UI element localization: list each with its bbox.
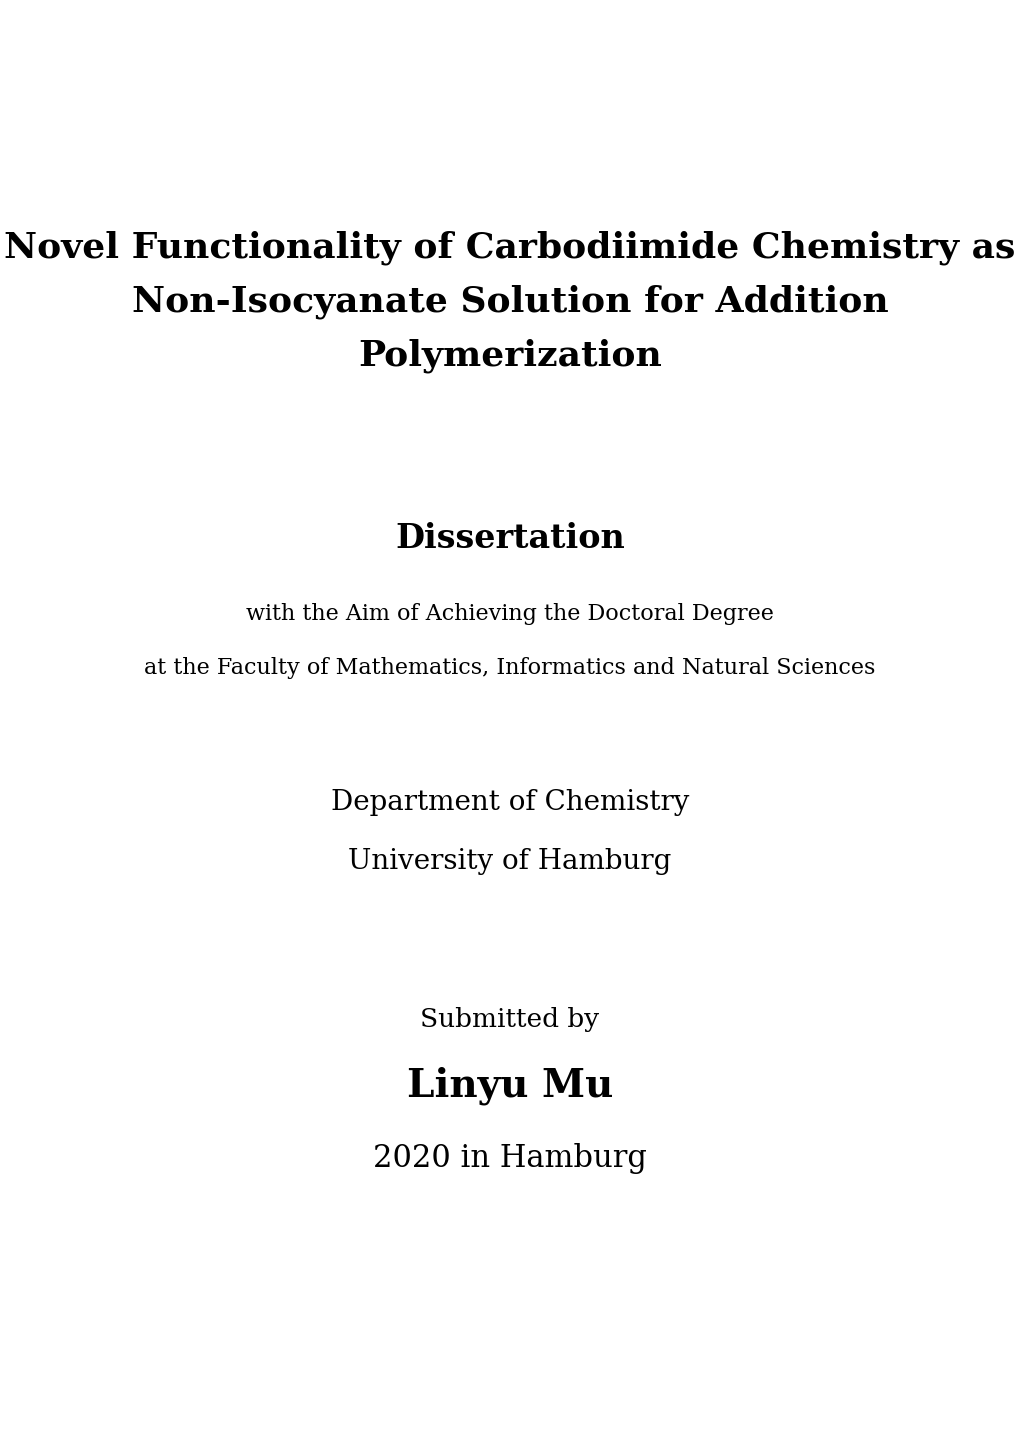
Text: Novel Functionality of Carbodiimide Chemistry as: Novel Functionality of Carbodiimide Chem… <box>4 231 1015 265</box>
Text: Linyu Mu: Linyu Mu <box>407 1067 612 1105</box>
Text: Department of Chemistry: Department of Chemistry <box>330 789 689 816</box>
Text: Dissertation: Dissertation <box>394 522 625 555</box>
Text: at the Faculty of Mathematics, Informatics and Natural Sciences: at the Faculty of Mathematics, Informati… <box>144 658 875 679</box>
Text: Polymerization: Polymerization <box>358 339 661 373</box>
Text: 2020 in Hamburg: 2020 in Hamburg <box>373 1142 646 1174</box>
Text: Submitted by: Submitted by <box>420 1008 599 1032</box>
Text: University of Hamburg: University of Hamburg <box>347 848 672 875</box>
Text: Non-Isocyanate Solution for Addition: Non-Isocyanate Solution for Addition <box>131 284 888 319</box>
Text: with the Aim of Achieving the Doctoral Degree: with the Aim of Achieving the Doctoral D… <box>246 603 773 624</box>
